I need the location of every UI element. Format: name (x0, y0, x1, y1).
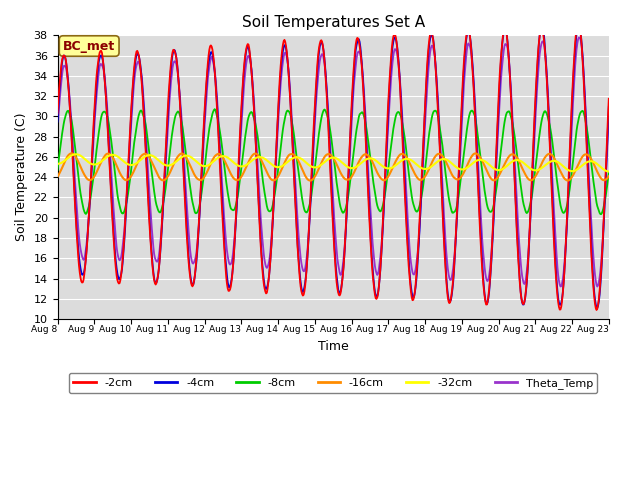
-16cm (605, 173, 612, 179)
Theta_Temp (400, 146, 408, 152)
-16cm (63, 154, 71, 159)
-32cm (54, 161, 61, 167)
Theta_Temp (605, 115, 612, 120)
Theta_Temp (120, 228, 128, 234)
-32cm (72, 151, 80, 157)
-16cm (54, 174, 61, 180)
-4cm (400, 164, 408, 169)
-8cm (417, 197, 425, 203)
-8cm (211, 106, 218, 112)
-2cm (63, 73, 71, 79)
-4cm (205, 55, 213, 61)
-32cm (63, 156, 71, 161)
Theta_Temp (63, 74, 71, 80)
-4cm (63, 72, 71, 77)
-16cm (177, 151, 185, 156)
-32cm (206, 161, 214, 167)
-2cm (574, 19, 582, 25)
-4cm (417, 214, 424, 219)
-2cm (205, 47, 213, 52)
-2cm (177, 105, 184, 111)
Theta_Temp (575, 35, 583, 40)
Line: -16cm: -16cm (58, 153, 609, 180)
-16cm (306, 178, 314, 183)
Line: Theta_Temp: Theta_Temp (58, 37, 609, 287)
-4cm (54, 119, 61, 125)
Line: -2cm: -2cm (58, 22, 609, 310)
-8cm (605, 169, 612, 175)
Text: BC_met: BC_met (63, 39, 115, 52)
Theta_Temp (54, 127, 61, 133)
-4cm (538, 24, 545, 29)
X-axis label: Time: Time (318, 340, 349, 353)
-2cm (54, 110, 61, 116)
-8cm (63, 108, 71, 114)
-8cm (401, 136, 409, 142)
-16cm (402, 153, 410, 159)
Theta_Temp (417, 214, 424, 220)
Theta_Temp (593, 284, 601, 289)
Theta_Temp (205, 64, 213, 70)
-2cm (120, 235, 128, 241)
Line: -8cm: -8cm (58, 109, 609, 214)
-16cm (206, 162, 214, 168)
-16cm (67, 150, 75, 156)
-4cm (593, 305, 601, 311)
-2cm (605, 96, 612, 102)
-8cm (54, 167, 61, 173)
-32cm (121, 159, 129, 165)
-32cm (417, 165, 425, 171)
-4cm (177, 102, 184, 108)
-32cm (605, 168, 612, 174)
-4cm (120, 239, 128, 245)
Theta_Temp (177, 97, 184, 103)
-4cm (605, 104, 612, 110)
-8cm (205, 126, 213, 132)
-2cm (417, 205, 424, 211)
-2cm (593, 307, 600, 313)
-2cm (400, 174, 408, 180)
-16cm (121, 177, 129, 183)
-16cm (418, 177, 426, 182)
-8cm (120, 209, 128, 215)
-32cm (177, 155, 185, 161)
Y-axis label: Soil Temperature (C): Soil Temperature (C) (15, 113, 28, 241)
-8cm (597, 211, 605, 217)
-8cm (177, 113, 184, 119)
Line: -32cm: -32cm (58, 154, 609, 171)
Line: -4cm: -4cm (58, 26, 609, 308)
-32cm (401, 156, 409, 162)
Legend: -2cm, -4cm, -8cm, -16cm, -32cm, Theta_Temp: -2cm, -4cm, -8cm, -16cm, -32cm, Theta_Te… (69, 373, 597, 393)
Title: Soil Temperatures Set A: Soil Temperatures Set A (241, 15, 425, 30)
